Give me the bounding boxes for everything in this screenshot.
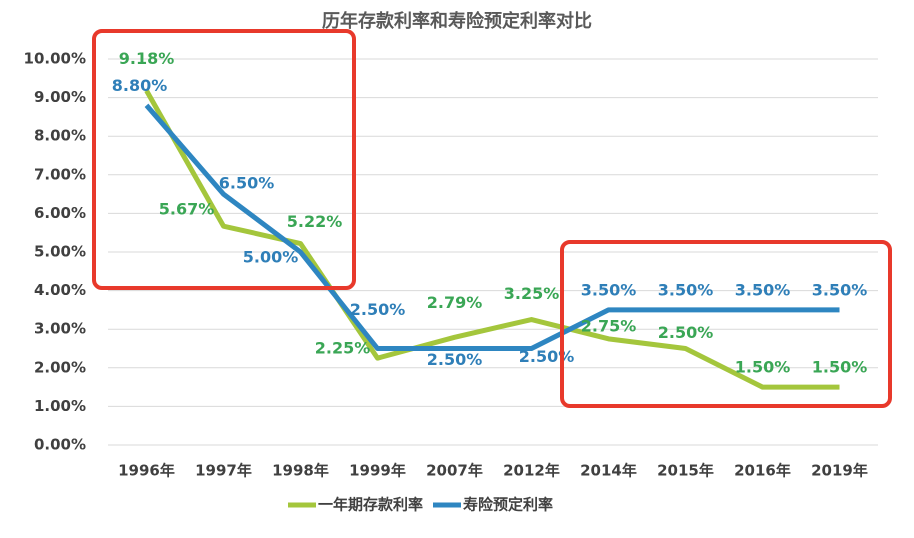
data-label: 1.50%: [735, 358, 791, 377]
data-label: 5.22%: [287, 212, 343, 231]
series-line: [144, 89, 840, 390]
data-label: 2.50%: [427, 350, 483, 369]
y-tick-label: 4.00%: [34, 281, 86, 299]
x-tick-label: 2015年: [657, 462, 714, 480]
x-tick-label: 2012年: [503, 462, 560, 480]
y-tick-label: 5.00%: [34, 243, 86, 261]
data-label: 2.50%: [658, 323, 714, 342]
y-tick-label: 7.00%: [34, 165, 86, 183]
data-label: 2.79%: [427, 293, 483, 312]
data-label: 3.50%: [658, 280, 714, 299]
data-label: 6.50%: [219, 174, 275, 193]
y-tick-label: 2.00%: [34, 358, 86, 376]
plot-area: 0.00% 1.00% 2.00% 3.00% 4.00% 5.00% 6.00% 7.00%…: [24, 49, 878, 514]
data-label: 1.50%: [812, 358, 868, 377]
data-label: 3.50%: [581, 280, 637, 299]
data-label: 2.50%: [519, 347, 575, 366]
chart-title: 历年存款利率和寿险预定利率对比: [322, 10, 592, 32]
x-tick-label: 2007年: [426, 462, 483, 480]
y-tick-label: 3.00%: [34, 320, 86, 338]
y-tick-label: 9.00%: [34, 88, 86, 106]
y-tick-label: 8.00%: [34, 127, 86, 145]
data-label: 2.50%: [350, 300, 406, 319]
data-label: 2.25%: [315, 339, 371, 358]
data-label: 9.18%: [119, 49, 175, 68]
x-tick-label: 2016年: [734, 462, 791, 480]
y-tick-label: 1.00%: [34, 397, 86, 415]
x-tick-label: 1999年: [349, 462, 406, 480]
x-tick-label: 2014年: [580, 462, 637, 480]
highlight-box: [92, 29, 356, 290]
x-tick-label: 1998年: [272, 462, 329, 480]
data-label: 3.50%: [812, 280, 868, 299]
x-tick-label: 1997年: [195, 462, 252, 480]
data-label: 5.67%: [159, 200, 215, 219]
legend-label: 寿险预定利率: [463, 496, 553, 514]
legend-label: 一年期存款利率: [318, 496, 423, 514]
series-line: [144, 103, 840, 351]
y-tick-label: 0.00%: [34, 436, 86, 454]
y-tick-label: 10.00%: [24, 50, 86, 68]
data-label: 3.50%: [735, 280, 791, 299]
data-label: 2.75%: [581, 316, 637, 335]
data-label: 5.00%: [243, 248, 299, 267]
x-tick-label: 1996年: [118, 462, 175, 480]
highlight-box: [560, 240, 892, 408]
y-tick-label: 6.00%: [34, 204, 86, 222]
data-label: 8.80%: [112, 76, 168, 95]
data-label: 3.25%: [504, 284, 560, 303]
x-tick-label: 2019年: [811, 462, 868, 480]
